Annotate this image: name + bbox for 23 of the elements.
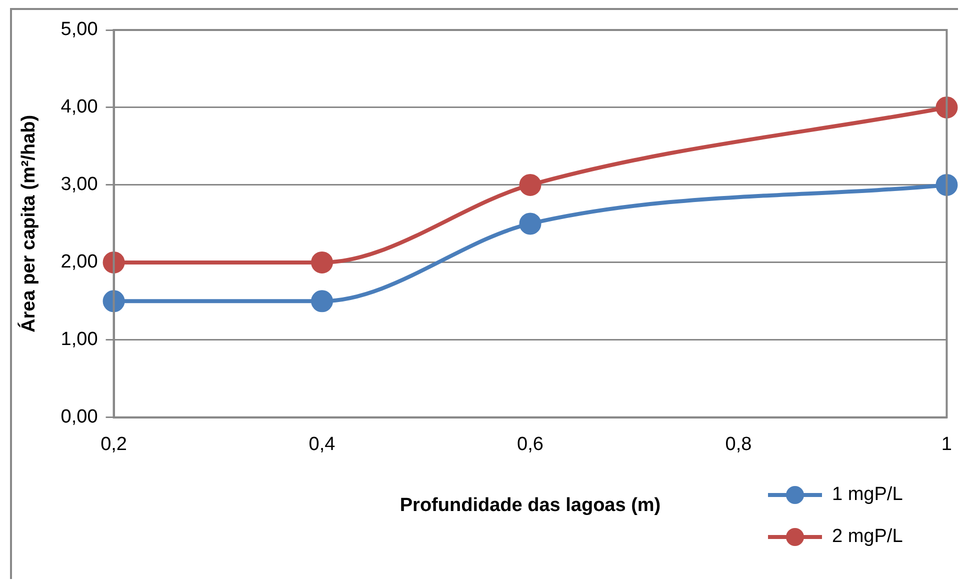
point	[102, 251, 125, 274]
point	[936, 174, 958, 196]
x-tick-label: 0,8	[725, 434, 752, 456]
y-tick-label: 0,00	[60, 406, 98, 428]
point	[936, 96, 958, 118]
point	[519, 212, 542, 235]
y-tick-label: 2,00	[60, 252, 98, 273]
x-tick-label: 0,2	[100, 434, 127, 456]
legend-label: 1 mgP/L	[832, 484, 903, 506]
point	[102, 290, 125, 312]
x-axis-title: Profundidade das lagoas (m)	[400, 494, 661, 516]
y-tick-label: 4,00	[60, 96, 98, 118]
point	[519, 174, 542, 196]
y-tick-label: 5,00	[60, 19, 98, 40]
x-tick-label: 0,4	[308, 434, 336, 456]
y-tick-label: 1,00	[60, 329, 98, 350]
legend-label: 2 mgP/L	[832, 526, 903, 548]
x-tick-label: 0,6	[517, 434, 544, 456]
y-tick-label: 3,00	[60, 174, 98, 196]
x-tick-label: 1	[941, 434, 952, 456]
point	[311, 290, 334, 312]
point	[311, 251, 334, 274]
y-axis-title: Área per capita (m²/hab)	[18, 114, 40, 332]
